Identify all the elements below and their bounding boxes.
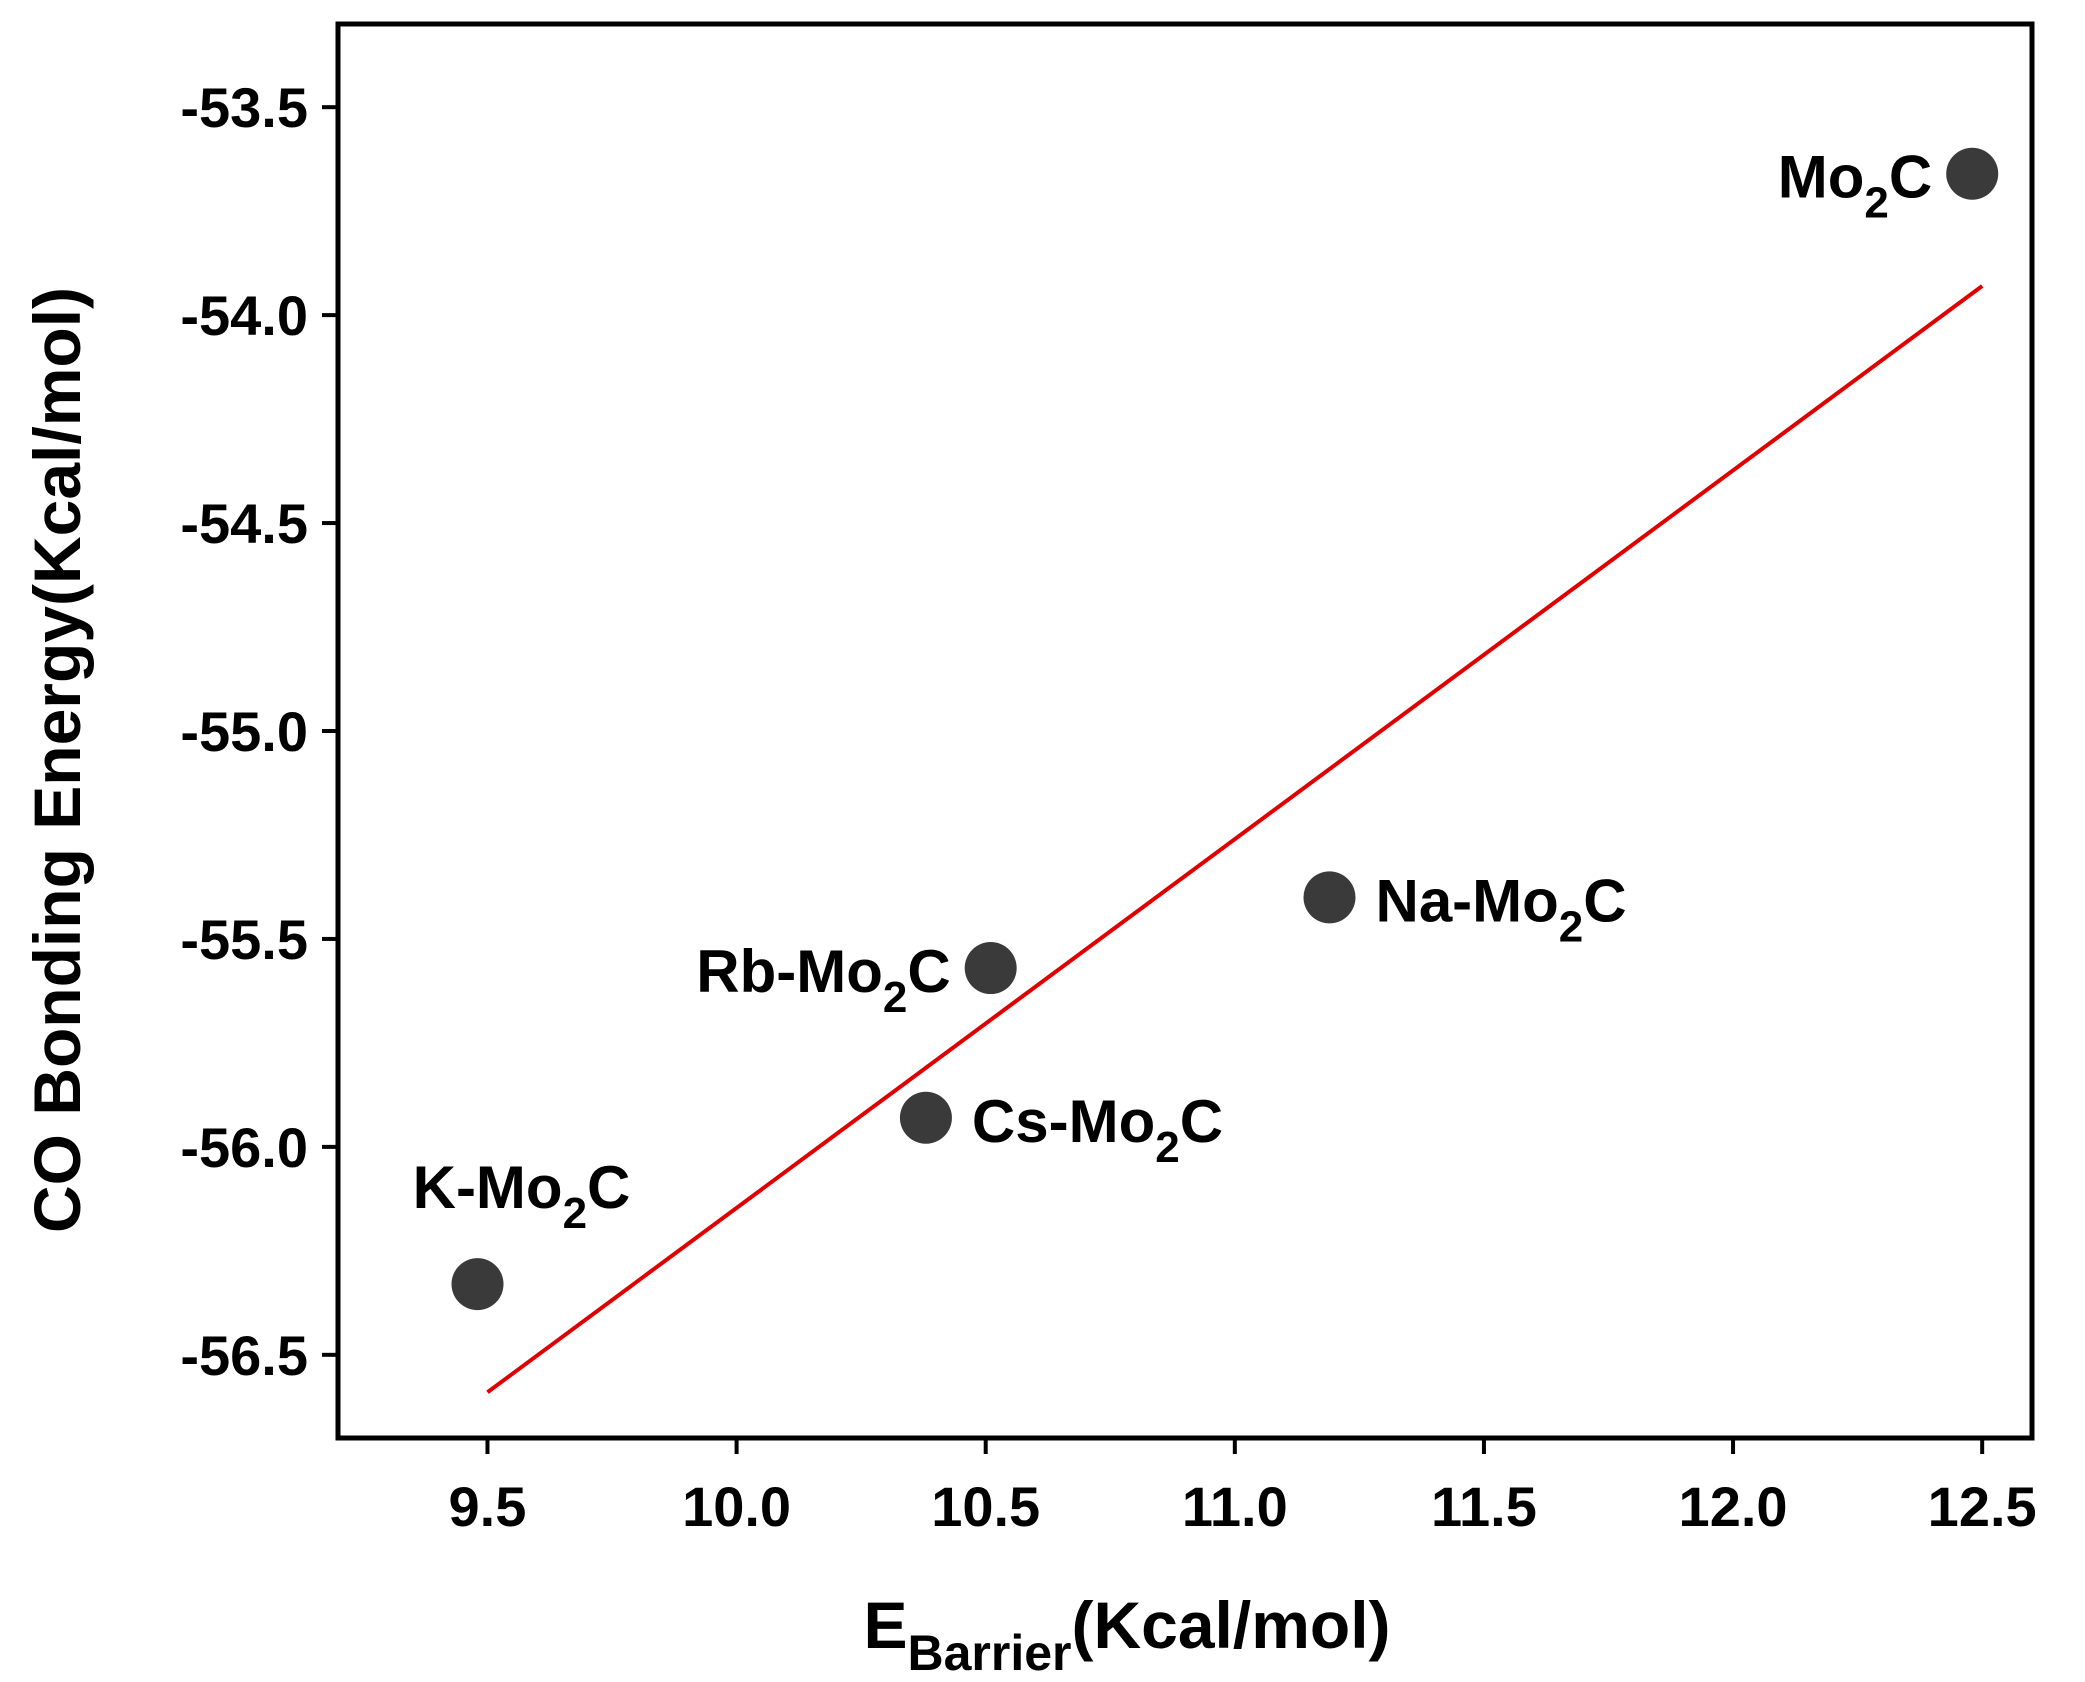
x-tick-label: 11.5 <box>1431 1475 1537 1538</box>
data-points <box>451 147 1999 1311</box>
point-label: Rb-Mo2C <box>696 938 950 1022</box>
y-tick-label: -53.5 <box>180 76 308 139</box>
x-tick-label: 12.5 <box>1928 1475 2037 1538</box>
y-tick-label: -54.0 <box>180 284 308 347</box>
plot-border <box>335 21 2035 1441</box>
point-label-text: K-Mo <box>413 1154 563 1221</box>
data-point <box>899 1091 952 1144</box>
fit-line-group <box>486 284 1984 1394</box>
y-axis-title: CO Bonding Energy(Kcal/mol) <box>20 287 94 1233</box>
data-point <box>451 1258 504 1311</box>
point-label-text: Na-Mo <box>1375 867 1558 934</box>
point-label: K-Mo2C <box>413 1154 631 1238</box>
point-label-text: Cs-Mo <box>972 1088 1155 1155</box>
x-axis-title-suffix: (Kcal/mol) <box>1071 1588 1390 1662</box>
point-label: Na-Mo2C <box>1375 867 1626 951</box>
y-tick-label: -55.5 <box>180 908 308 971</box>
y-tick-label: -56.5 <box>180 1324 308 1387</box>
point-label-text: Mo <box>1778 144 1865 211</box>
x-tick-label: 12.0 <box>1679 1475 1788 1538</box>
y-tick-label: -56.0 <box>180 1116 308 1179</box>
y-tick-label: -55.0 <box>180 700 308 763</box>
y-axis: -56.5 -56.0 -55.5 -55.0 -54.5 -54.0 -53.5 <box>180 76 338 1387</box>
point-label-suffix: C <box>1889 144 1932 211</box>
data-point <box>1946 147 1999 200</box>
point-label-subscript: 2 <box>883 973 907 1022</box>
point-label-suffix: C <box>1180 1088 1223 1155</box>
x-axis-title-subscript: Barrier <box>907 1625 1071 1681</box>
y-tick-label: -54.5 <box>180 492 308 555</box>
data-point <box>964 942 1017 995</box>
point-label-subscript: 2 <box>1864 179 1888 228</box>
point-label-subscript: 2 <box>1559 902 1583 951</box>
x-axis: 9.5 10.0 10.5 11.0 11.5 12.0 12.5 <box>449 1438 2037 1538</box>
x-tick-label: 10.0 <box>682 1475 791 1538</box>
fit-line <box>486 284 1984 1394</box>
point-label-suffix: C <box>907 938 950 1005</box>
x-tick-label: 10.5 <box>931 1475 1040 1538</box>
point-label-subscript: 2 <box>1155 1123 1179 1172</box>
point-label-subscript: 2 <box>563 1189 587 1238</box>
x-axis-title-main: E <box>863 1588 907 1662</box>
x-tick-label: 11.0 <box>1182 1475 1288 1538</box>
point-label-suffix: C <box>1583 867 1626 934</box>
point-label-suffix: C <box>587 1154 630 1221</box>
plot-area <box>335 21 2035 1441</box>
x-tick-label: 9.5 <box>449 1475 527 1538</box>
x-axis-title: EBarrier(Kcal/mol) <box>863 1588 1390 1681</box>
data-point <box>1303 871 1356 924</box>
point-label: Mo2C <box>1778 144 1932 228</box>
point-label: Cs-Mo2C <box>972 1088 1223 1172</box>
point-label-text: Rb-Mo <box>696 938 883 1005</box>
